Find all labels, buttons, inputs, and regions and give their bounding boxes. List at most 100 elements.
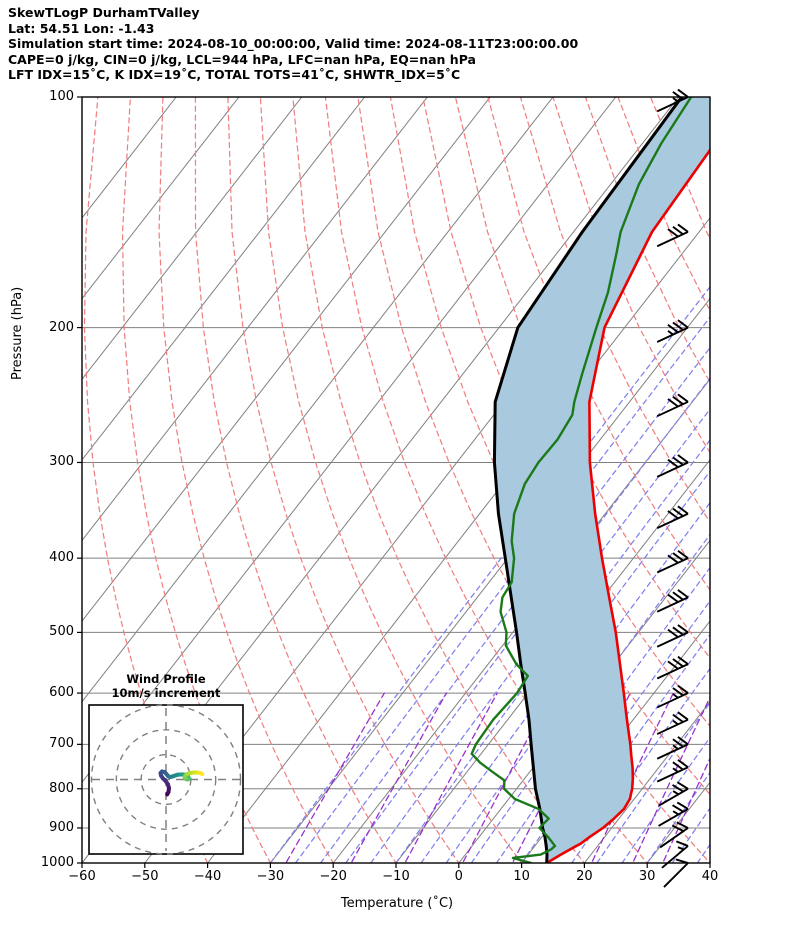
wind-barb [656,549,689,574]
wind-barb [658,781,689,807]
isotherm-line [709,862,710,863]
header-indices-1: CAPE=0 j/kg, CIN=0 j/kg, LCL=944 hPa, LF… [8,51,476,67]
barb-half-flag [667,330,674,336]
moist-adiabat-line [269,285,710,863]
isotherm-line [82,97,240,300]
wind-profile-title-line1: Wind Profile [126,672,206,686]
barb-flag [677,505,689,515]
barb-half-flag [677,846,685,851]
isotherm-line [395,459,710,863]
wind-barb [656,655,689,680]
barb-flag [677,655,689,665]
x-tick-label: −60 [68,869,96,884]
tick-marks [77,96,711,868]
wind-barb-column [656,88,689,888]
barb-flag [672,761,684,771]
y-tick-label: 1000 [40,855,74,870]
wind-barb [656,505,689,529]
wind-profile-title-line2: 10m/s increment [111,686,221,700]
barb-flag [667,628,679,638]
dry-adiabat-line [487,97,710,592]
barb-flag [672,591,684,601]
x-axis-label: Temperature (˚C) [340,896,454,911]
barb-flag [672,321,684,331]
isotherm-line [82,97,554,703]
moist-adiabat-line [646,771,710,863]
figure-header: SkewTLogP DurhamTValley Lat: 54.51 Lon: … [8,5,788,83]
isotherm-line [82,97,491,622]
wind-barb [656,684,689,709]
wind-barb [656,393,689,418]
header-title: SkewTLogP DurhamTValley [8,5,200,20]
header-location: Lat: 54.51 Lon: -1.43 [8,20,155,36]
x-tick-label: 30 [638,869,656,884]
barb-flag [677,454,689,464]
wind-barb [658,801,689,827]
moist-adiabat-line [495,566,710,863]
barb-flag [672,804,684,813]
y-tick-label: 700 [49,736,74,752]
barb-half-flag [672,97,679,103]
barb-flag [675,858,689,864]
dry-adiabat-line [781,97,794,879]
barb-half-flag [672,693,679,699]
barb-flag [667,228,679,238]
isotherm-line [583,700,710,863]
moist-adiabat-line [294,316,710,863]
x-tick-label: 40 [701,869,719,884]
mixing-ratio-line [590,692,674,863]
barb-flag [667,593,679,603]
y-tick-label: 600 [49,685,74,701]
x-tick-label: 10 [513,869,530,884]
wind-profile-inset [88,704,244,855]
y-tick-label: 900 [49,819,74,835]
isotherm-line [773,97,794,863]
barb-flag [676,801,689,810]
wind-barb [661,840,689,869]
barb-flag [677,684,689,694]
barb-flag [677,736,689,746]
x-tick-label: −40 [193,869,222,884]
barb-shaft [663,862,689,888]
inset-range-ring [90,704,242,855]
parcel-trajectory-curve [545,147,710,863]
barb-flag [677,223,689,233]
dry-adiabat-line [227,97,460,863]
moist-adiabat-line [621,736,710,863]
barb-flag [667,554,679,564]
barb-flag [677,711,689,721]
dry-adiabat-line [715,97,794,879]
wind-barb [663,858,689,888]
mixing-ratio-line [285,692,386,863]
barb-flag [672,626,684,636]
barb-flag [672,658,684,668]
wind-barb [656,88,689,113]
barb-flag [677,88,689,98]
dry-adiabat-line [83,97,209,863]
barb-half-flag [672,790,679,796]
wind-barb [656,589,689,613]
barb-flag [677,319,689,329]
barb-flag [672,687,684,697]
dry-adiabat-line [158,97,334,863]
header-times: Simulation start time: 2024-08-10_00:00:… [8,36,579,52]
barb-flag [672,91,684,101]
dry-adiabat-line [121,97,272,863]
x-tick-label: −30 [256,869,285,884]
wind-barb [656,454,689,478]
barb-half-flag [672,767,679,773]
barb-half-flag [672,744,679,750]
barb-flag [672,738,684,748]
y-tick-label: 200 [49,319,74,335]
barb-flag [672,456,684,466]
dry-adiabat-line [552,97,710,454]
dry-adiabat-line [748,97,794,879]
moist-adiabat-line [596,701,710,863]
x-tick-label: −50 [131,869,159,884]
moist-adiabat-line [320,346,710,863]
mixing-ratio-line [350,692,448,863]
isotherm-line [82,97,428,542]
wind-barb [656,759,689,783]
wind-barb [656,319,689,343]
